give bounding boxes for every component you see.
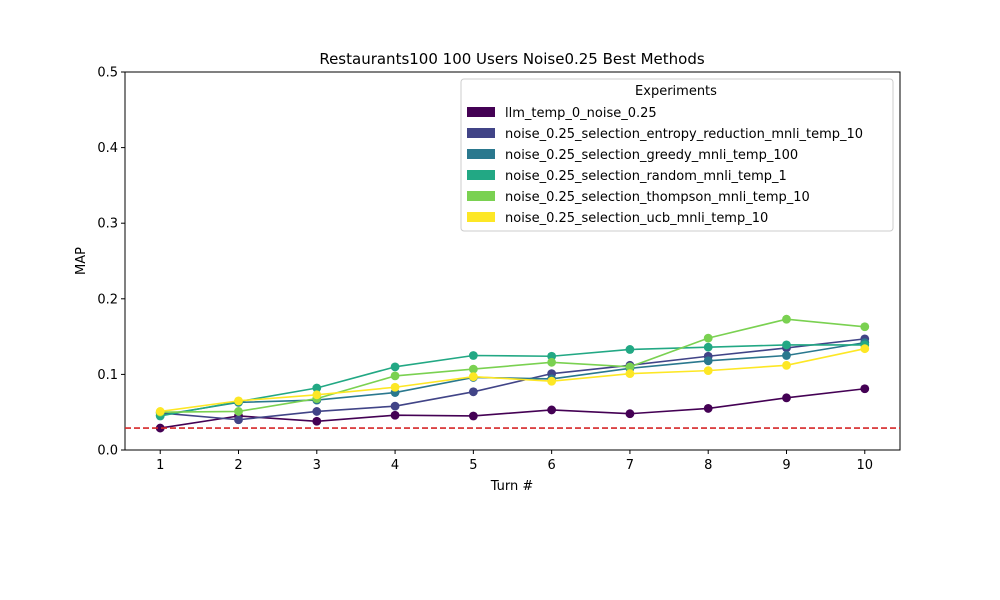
series-line xyxy=(160,338,865,421)
data-point xyxy=(625,369,635,379)
legend-item: noise_0.25_selection_greedy_mnli_temp_10… xyxy=(467,148,798,163)
y-axis: 0.0 0.1 0.2 0.3 0.4 0.5 xyxy=(97,66,125,459)
data-point xyxy=(625,409,635,419)
data-point xyxy=(782,360,791,370)
data-point xyxy=(703,342,713,352)
legend-item: noise_0.25_selection_entropy_reduction_m… xyxy=(467,127,863,142)
data-point xyxy=(625,345,635,354)
data-point xyxy=(547,357,557,367)
x-tick-label: 10 xyxy=(856,458,873,473)
x-tick-label: 4 xyxy=(391,458,399,473)
data-point xyxy=(547,376,557,386)
legend-swatch xyxy=(467,128,495,138)
x-axis-label: Turn # xyxy=(490,479,534,494)
x-tick-label: 5 xyxy=(469,458,477,473)
legend-item: noise_0.25_selection_random_mnli_temp_1 xyxy=(467,169,787,184)
x-tick-label: 1 xyxy=(156,458,164,473)
data-point xyxy=(390,362,400,372)
legend-box xyxy=(460,78,894,232)
series-line xyxy=(160,387,865,429)
data-point xyxy=(703,366,713,376)
legend-swatch xyxy=(467,149,495,159)
data-point xyxy=(468,387,478,397)
data-point xyxy=(860,384,870,394)
legend-label: noise_0.25_selection_ucb_mnli_temp_10 xyxy=(505,211,768,226)
series-line xyxy=(160,318,865,413)
data-point xyxy=(782,314,791,324)
data-point xyxy=(547,351,557,361)
x-tick-label: 3 xyxy=(313,458,321,473)
data-point xyxy=(782,393,791,403)
y-tick-label: 0.3 xyxy=(97,217,118,232)
data-point xyxy=(468,364,478,374)
data-point xyxy=(234,396,243,406)
y-tick-label: 0.0 xyxy=(97,444,118,459)
data-point xyxy=(782,351,791,360)
data-point xyxy=(860,344,870,354)
legend-label: noise_0.25_selection_greedy_mnli_temp_10… xyxy=(505,148,798,163)
y-axis-label: MAP xyxy=(74,247,89,275)
y-tick-label: 0.5 xyxy=(97,66,118,81)
series-1 xyxy=(155,384,870,433)
data-point xyxy=(155,423,165,433)
legend-item: noise_0.25_selection_ucb_mnli_temp_10 xyxy=(467,211,768,226)
y-tick-label: 0.2 xyxy=(97,292,118,307)
data-point xyxy=(390,410,400,420)
data-point xyxy=(312,390,322,400)
legend-swatch xyxy=(467,170,495,180)
data-point xyxy=(468,372,478,382)
legend-swatch xyxy=(467,212,495,222)
x-tick-label: 9 xyxy=(782,458,790,473)
series-line xyxy=(160,347,865,413)
data-point xyxy=(782,340,791,350)
legend-label: llm_temp_0_noise_0.25 xyxy=(505,106,657,121)
data-point xyxy=(860,322,870,332)
legend-label: noise_0.25_selection_entropy_reduction_m… xyxy=(505,127,863,142)
data-point xyxy=(234,415,243,425)
x-tick-label: 7 xyxy=(626,458,634,473)
data-point xyxy=(312,416,322,426)
legend-label: noise_0.25_selection_thompson_mnli_temp_… xyxy=(505,190,810,205)
data-point xyxy=(468,411,478,421)
x-tick-label: 6 xyxy=(548,458,556,473)
data-point xyxy=(703,404,713,413)
legend-swatch xyxy=(467,191,495,201)
x-tick-label: 2 xyxy=(234,458,242,473)
series-layer xyxy=(125,314,900,433)
data-point xyxy=(390,382,400,392)
series-line xyxy=(160,344,865,417)
data-point xyxy=(312,407,322,416)
data-point xyxy=(468,351,478,360)
data-point xyxy=(312,383,322,393)
data-point xyxy=(703,356,713,366)
data-point xyxy=(234,407,243,416)
data-point xyxy=(703,333,713,343)
x-tick-label: 8 xyxy=(704,458,712,473)
x-axis: 1 2 3 4 5 6 7 8 9 10 xyxy=(156,450,873,473)
legend-item: llm_temp_0_noise_0.25 xyxy=(467,106,657,121)
y-tick-label: 0.4 xyxy=(97,141,118,156)
y-tick-label: 0.1 xyxy=(97,368,118,383)
legend-title: Experiments xyxy=(635,84,717,99)
legend-swatch xyxy=(467,107,495,117)
data-point xyxy=(547,405,557,415)
data-point xyxy=(625,362,635,372)
series-6 xyxy=(155,344,870,416)
data-point xyxy=(390,371,400,381)
data-point xyxy=(390,401,400,411)
legend: Experiments llm_temp_0_noise_0.25 noise_0… xyxy=(460,78,894,232)
chart-title: Restaurants100 100 Users Noise0.25 Best … xyxy=(319,50,705,68)
legend-items: llm_temp_0_noise_0.25 noise_0.25_selectio… xyxy=(467,106,863,226)
legend-item: noise_0.25_selection_thompson_mnli_temp_… xyxy=(467,190,810,205)
legend-label: noise_0.25_selection_random_mnli_temp_1 xyxy=(505,169,787,184)
data-point xyxy=(155,407,165,416)
